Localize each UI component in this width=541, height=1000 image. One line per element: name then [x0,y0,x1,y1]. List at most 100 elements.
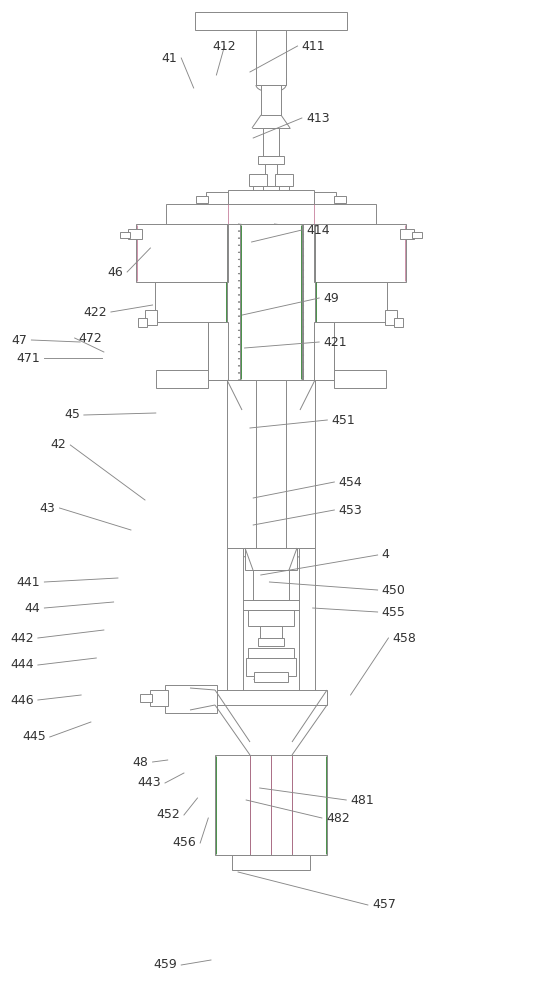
Bar [279,186,289,192]
Text: 46: 46 [107,265,123,278]
Circle shape [287,411,313,437]
Bar [215,755,327,855]
Circle shape [287,483,313,509]
Bar [150,690,168,706]
Bar [136,224,228,282]
Bar [385,310,397,325]
Text: 441: 441 [17,576,41,588]
Bar [208,322,228,380]
Text: 4: 4 [381,548,390,562]
Bar [334,196,346,203]
Text: 456: 456 [173,836,196,850]
Bar [196,196,208,203]
Text: 43: 43 [39,502,56,514]
Text: 450: 450 [381,584,406,596]
Text: 472: 472 [78,332,102,344]
Text: 47: 47 [11,334,28,347]
Bar [254,672,288,682]
Text: 444: 444 [10,658,34,672]
Bar [120,232,130,238]
Bar [261,85,281,115]
Text: 414: 414 [306,224,329,236]
Bar [256,30,286,85]
Bar [249,174,267,186]
Bar [227,548,243,696]
Bar [315,282,387,322]
Circle shape [229,435,255,461]
Bar [334,370,386,388]
Text: 446: 446 [10,694,34,706]
Bar [156,370,208,388]
Bar [228,190,314,204]
Circle shape [287,531,313,557]
Text: 411: 411 [301,39,325,52]
Bar [253,186,263,192]
Bar [314,322,334,380]
Text: 458: 458 [392,632,417,645]
Text: 455: 455 [381,605,406,618]
Bar [215,690,327,705]
Bar [240,224,302,380]
Bar [263,128,279,156]
Bar [248,610,294,626]
Bar [206,192,228,206]
Bar [248,648,294,658]
Circle shape [229,411,255,437]
Text: 457: 457 [372,898,396,912]
Bar [232,855,310,870]
Bar [299,548,315,696]
Bar [245,548,297,570]
Text: 49: 49 [323,292,339,304]
Bar [195,12,347,30]
Text: 44: 44 [24,601,41,614]
Circle shape [229,507,255,533]
Bar [412,232,422,238]
Circle shape [287,459,313,485]
Text: 413: 413 [306,111,329,124]
Text: 412: 412 [213,39,236,52]
Text: 41: 41 [161,51,177,64]
Text: 452: 452 [156,808,180,822]
Bar [155,282,227,322]
Bar [258,638,284,646]
Circle shape [229,531,255,557]
Circle shape [229,387,255,413]
Bar [140,694,152,702]
Text: 445: 445 [22,730,46,744]
Text: 421: 421 [323,336,347,349]
Bar [400,229,414,239]
Text: 453: 453 [338,504,362,516]
Text: 422: 422 [83,306,107,318]
Text: 451: 451 [331,414,355,426]
Bar [128,229,142,239]
Text: 48: 48 [133,756,149,768]
Circle shape [287,387,313,413]
Text: 481: 481 [350,794,374,806]
Bar [145,310,157,325]
Text: 471: 471 [17,352,41,364]
Bar [314,192,336,206]
Text: 443: 443 [137,776,161,790]
Text: 442: 442 [10,632,34,645]
Bar [253,570,289,600]
Bar [314,224,406,282]
Bar [242,600,300,610]
Bar [227,380,315,548]
Bar [394,318,403,327]
Text: 482: 482 [326,812,349,824]
Circle shape [287,507,313,533]
Circle shape [287,435,313,461]
Circle shape [229,483,255,509]
Bar [256,380,286,548]
Bar [138,318,147,327]
Text: 459: 459 [154,958,177,972]
Bar [246,658,296,676]
Bar [165,685,217,713]
Bar [166,204,376,224]
Circle shape [229,459,255,485]
Text: 454: 454 [338,476,362,488]
Text: 42: 42 [50,438,67,452]
Bar [275,174,293,186]
Bar [258,156,284,164]
Bar [265,164,277,186]
